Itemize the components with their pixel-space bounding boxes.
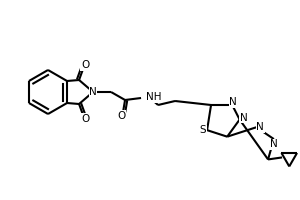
Text: N: N	[240, 113, 248, 123]
Text: N: N	[270, 139, 278, 149]
Text: O: O	[81, 60, 89, 70]
Text: N: N	[256, 122, 264, 132]
Text: NH: NH	[146, 92, 162, 102]
Text: S: S	[200, 125, 206, 135]
Text: O: O	[117, 111, 125, 121]
Text: O: O	[81, 114, 89, 124]
Text: N: N	[89, 87, 97, 97]
Text: N: N	[229, 97, 237, 107]
